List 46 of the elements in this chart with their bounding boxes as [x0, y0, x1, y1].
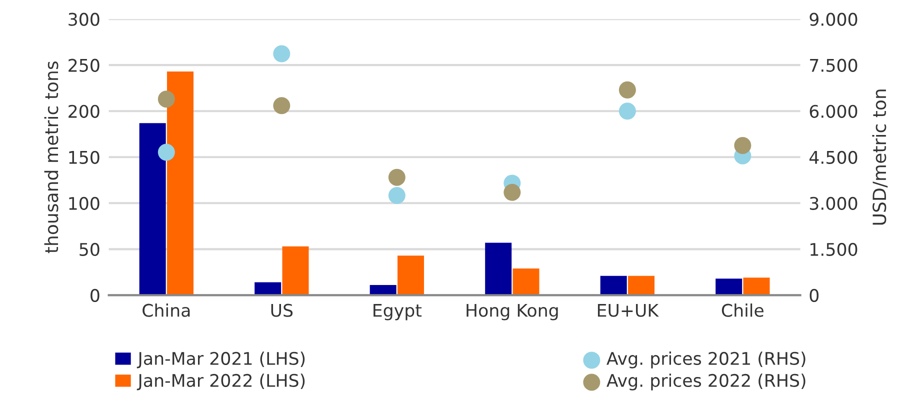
point [158, 90, 175, 108]
point [273, 45, 290, 62]
legend-label: Avg. prices 2022 (RHS) [606, 374, 806, 390]
y2-tick-label: 4.500 [809, 150, 858, 164]
bar [397, 256, 424, 296]
bar [512, 268, 540, 296]
bar [485, 242, 512, 296]
legend-label: Avg. prices 2021 (RHS) [606, 352, 806, 368]
legend-label: Jan-Mar 2022 (LHS) [136, 374, 305, 390]
bar [716, 278, 742, 296]
x-tick-label: US [271, 304, 293, 317]
legend-label: Jan-Mar 2021 (LHS) [136, 352, 305, 368]
point [158, 144, 175, 161]
y2-tick-label: 3.000 [810, 196, 858, 210]
y2-tick-label: 0 [810, 288, 819, 302]
y-tick-label: 0 [90, 288, 100, 302]
point [504, 184, 521, 201]
y-tick-label: 100 [69, 196, 100, 210]
y2-axis-title: USD/metric ton [872, 90, 888, 225]
point [618, 102, 636, 120]
y2-tick-label: 9.000 [810, 12, 858, 26]
y-tick-label: 300 [68, 12, 100, 26]
x-tick-label: China [142, 303, 190, 317]
y-tick-label: 250 [68, 58, 100, 72]
x-tick-label: Egypt [374, 304, 422, 320]
x-tick-label: EU+UK [598, 304, 659, 317]
x-tick-label: Hong Kong [466, 304, 558, 320]
y2-tick-label: 1.500 [810, 242, 858, 256]
bar [600, 276, 627, 296]
y2-tick-label: 7.500 [810, 58, 858, 72]
bar [139, 123, 166, 296]
point [388, 168, 406, 186]
x-tick-label: Chile [722, 303, 764, 317]
point [618, 81, 636, 98]
bar [628, 276, 655, 296]
point [734, 136, 752, 154]
y-tick-label: 200 [68, 104, 100, 118]
bar [166, 72, 194, 296]
point [388, 186, 406, 204]
point [273, 97, 290, 114]
y-axis-title: thousand metric tons [44, 62, 58, 254]
bar [743, 278, 770, 296]
y-tick-label: 150 [69, 150, 100, 164]
y-tick-label: 50 [80, 242, 100, 256]
y2-tick-label: 6.000 [810, 104, 858, 118]
bar [282, 246, 309, 296]
